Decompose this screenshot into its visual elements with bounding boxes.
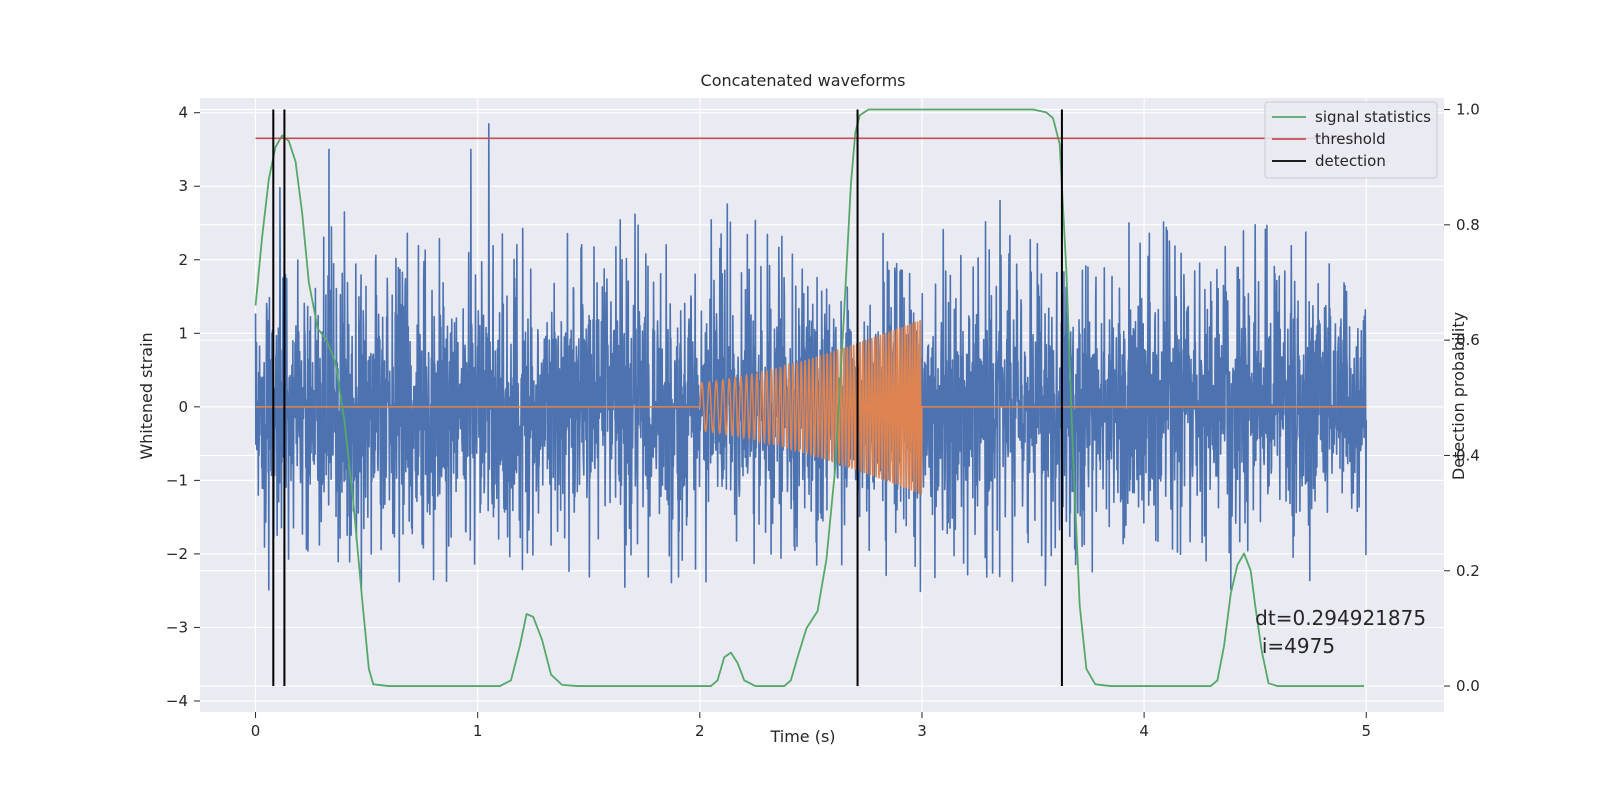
legend-label-signal-statistics: signal statistics	[1315, 108, 1431, 126]
y-left-tick-label: 1	[178, 324, 188, 342]
y-left-tick-label: 0	[178, 398, 188, 416]
y-left-tick-label: −4	[166, 692, 188, 710]
noise-line	[254, 122, 1368, 593]
y-left-tick-label: −3	[166, 618, 188, 636]
x-tick-label: 2	[695, 722, 705, 740]
y-right-tick-label: 1.0	[1456, 101, 1480, 119]
y-right-tick-label: 0.4	[1456, 446, 1480, 464]
annotations: dt=0.294921875 i=4975	[1255, 606, 1426, 658]
x-tick-label: 5	[1361, 722, 1371, 740]
detection-series	[272, 109, 1063, 687]
noise-series	[254, 122, 1368, 593]
y-left-tick-label: −1	[166, 471, 188, 489]
y-left-tick-label: 2	[178, 251, 188, 269]
chirp-series	[255, 319, 1367, 495]
y-right-tick-label: 0.2	[1456, 562, 1480, 580]
chirp-line	[255, 319, 1367, 495]
chart-title: Concatenated waveforms	[701, 71, 906, 90]
y-axis-left-label: Whitened strain	[137, 332, 156, 459]
x-tick-label: 1	[473, 722, 483, 740]
y-left-tick-label: 3	[178, 177, 188, 195]
axes: 0 1 2 3 4 5 −4 −3 −2 −1 0 1 2 3 4 0.0 0.2 0.4 0.6 0.8 1.0	[166, 101, 1480, 740]
annotation-text: dt=0.294921875	[1255, 606, 1426, 630]
x-axis-label: Time (s)	[769, 727, 835, 746]
y-left-tick-label: 4	[178, 104, 188, 122]
legend: signal statistics threshold detection	[1264, 101, 1438, 179]
y-left-tick-label: −2	[166, 545, 188, 563]
legend-frame	[1264, 101, 1438, 179]
y-axis-right-label: Detection probability	[1449, 312, 1468, 480]
y-right-tick-label: 0.6	[1456, 331, 1480, 349]
x-tick-label: 3	[917, 722, 927, 740]
x-tick-label: 0	[251, 722, 261, 740]
signal-statistics-line	[254, 108, 1365, 687]
y-right-tick-label: 0.8	[1456, 216, 1480, 234]
x-tick-label: 4	[1139, 722, 1149, 740]
annotation-text: i=4975	[1262, 634, 1335, 658]
legend-label-detection: detection	[1315, 152, 1386, 170]
y-right-tick-label: 0.0	[1456, 677, 1480, 695]
legend-label-threshold: threshold	[1315, 130, 1386, 148]
signal-statistics-series	[254, 108, 1365, 687]
